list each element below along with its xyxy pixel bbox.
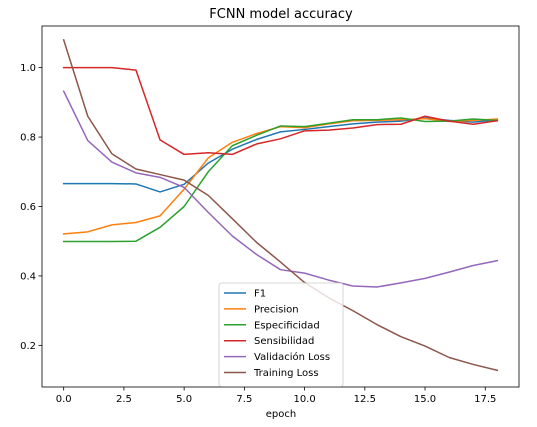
plot-area: 0.0 2.5 5.0 7.5 10.0 12.5 15.0 17.5 0.2 0.4 0.6 0.8… xyxy=(20,25,520,405)
chart-title: FCNN model accuracy xyxy=(209,7,353,22)
y-tick-label: 0.2 xyxy=(20,341,36,352)
legend-label: Precision xyxy=(254,304,299,315)
series-line-validaci-n-loss xyxy=(62,90,499,288)
y-tick-label: 0.8 xyxy=(20,133,36,144)
x-tick-label: 15.0 xyxy=(414,394,436,405)
x-axis-label: epoch xyxy=(266,409,296,420)
series-line-training-loss xyxy=(62,38,499,372)
y-tick-label: 0.4 xyxy=(20,271,36,282)
legend-label: Sensibilidad xyxy=(254,336,314,347)
x-tick-label: 10.0 xyxy=(293,394,315,405)
x-tick-label: 12.5 xyxy=(354,394,376,405)
y-tick-label: 1.0 xyxy=(20,63,36,74)
legend-box xyxy=(218,282,344,387)
x-tick-label: 7.5 xyxy=(236,394,252,405)
series-line-especificidad xyxy=(62,117,499,243)
legend-label: Training Loss xyxy=(253,368,319,379)
series-line-sensibilidad xyxy=(62,66,499,156)
x-tick-label: 0.0 xyxy=(56,394,72,405)
legend: F1 Precision Especificidad Sensibilidad Vali… xyxy=(218,282,344,387)
x-tick-label: 17.5 xyxy=(474,394,496,405)
y-tick-label: 0.6 xyxy=(20,202,36,213)
x-tick-label: 5.0 xyxy=(176,394,192,405)
legend-label: Validación Loss xyxy=(254,351,330,363)
legend-label: F1 xyxy=(254,289,266,300)
x-tick-label: 2.5 xyxy=(116,394,132,405)
legend-label: Especificidad xyxy=(254,320,320,331)
